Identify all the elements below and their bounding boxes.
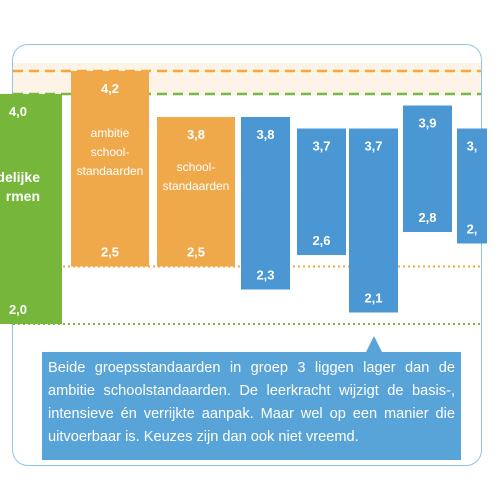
bar-8-high-label: 3, <box>467 139 478 154</box>
bar-5 <box>297 128 346 255</box>
bar-2 <box>71 71 149 267</box>
bar-7-high-label: 3,9 <box>418 116 436 131</box>
bar-1-inner-label-2: rmen <box>6 188 40 204</box>
bar-2-low-label: 2,5 <box>101 245 119 260</box>
reference-lines <box>13 69 481 325</box>
callout-text: Beide groepsstandaarden in groep 3 ligge… <box>48 360 455 445</box>
bar-6-high-label: 3,7 <box>364 139 382 154</box>
bar-7 <box>403 105 452 232</box>
bar-5-high-label: 3,7 <box>312 139 330 154</box>
bar-5-low-label: 2,6 <box>312 233 330 248</box>
bar-3-inner-label-2: standaarden <box>163 179 230 193</box>
bar-labels: 4,0 2,0 delijke rmen 4,2 2,5 ambitie school-sta… <box>0 81 477 317</box>
bar-1-inner-label-1: delijke <box>0 169 40 185</box>
bar-2-inner-label-2: school- <box>91 145 130 159</box>
bar-2-high-label: 4,2 <box>101 81 119 96</box>
bar-2-inner-label-1: ambitie <box>91 126 130 140</box>
bar-3-low-label: 2,5 <box>187 245 205 260</box>
bar-1-low-label: 2,0 <box>9 302 27 317</box>
bar-1 <box>0 94 62 324</box>
bar-6 <box>349 128 398 313</box>
bars <box>0 71 487 324</box>
callout-pointer <box>366 336 382 352</box>
bar-8 <box>457 128 487 244</box>
bar-3 <box>157 117 235 267</box>
bar-2-inner-label-3: standaarden <box>77 164 144 178</box>
bar-7-low-label: 2,8 <box>418 210 436 225</box>
bar-3-inner-label-1: school- <box>177 160 216 174</box>
callout-box: Beide groepsstandaarden in groep 3 ligge… <box>42 352 461 460</box>
bar-1-high-label: 4,0 <box>9 104 27 119</box>
bar-8-low-label: 2, <box>467 222 478 237</box>
bar-4-low-label: 2,3 <box>256 268 274 283</box>
bar-6-low-label: 2,1 <box>364 291 382 306</box>
bar-4 <box>241 117 290 290</box>
bar-4-high-label: 3,8 <box>256 127 274 142</box>
bar-3-high-label: 3,8 <box>187 127 205 142</box>
